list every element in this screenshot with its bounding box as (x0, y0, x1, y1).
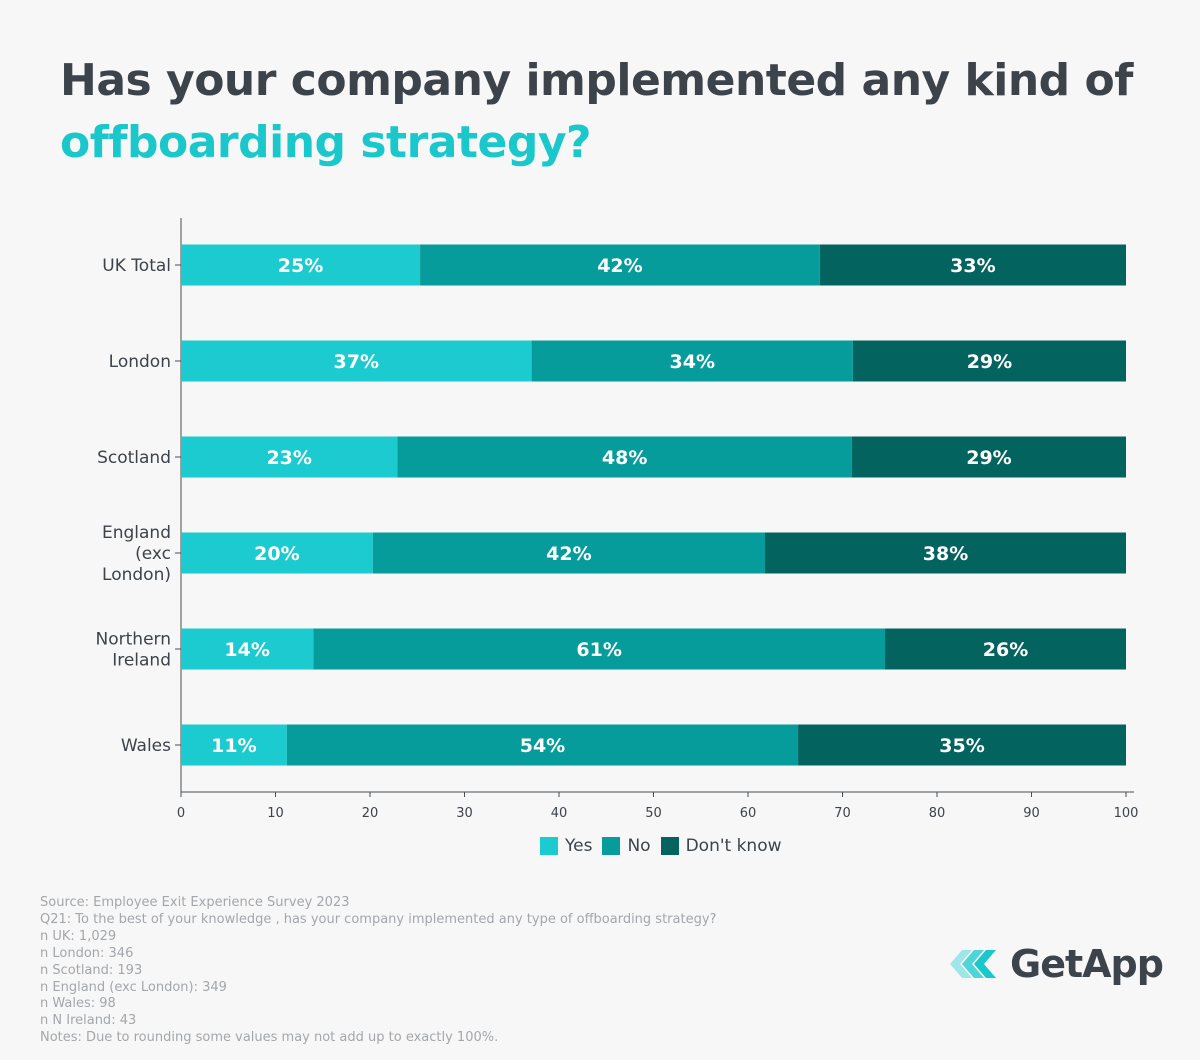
note-line: Notes: Due to rounding some values may n… (40, 1030, 499, 1046)
category-label-line: London) (102, 565, 171, 585)
x-tick-label: 20 (362, 806, 379, 821)
note-line: n N Ireland: 43 (40, 1013, 137, 1029)
category-label-line: Wales (121, 736, 171, 756)
bar-segment-yes (181, 340, 532, 382)
legend: Yes No Don't know (540, 836, 782, 856)
data-label-dont-know: 33% (950, 255, 995, 277)
category-label-line: Scotland (97, 448, 171, 468)
note-line: n Wales: 98 (40, 996, 116, 1012)
data-label-yes: 11% (211, 735, 256, 757)
legend-swatch-no (602, 837, 621, 855)
getapp-logo: GetApp (948, 942, 1164, 986)
bar-segment-dont-know (798, 724, 1126, 766)
bar-segment-dont-know (765, 532, 1126, 574)
bar-segment-dont-know (885, 628, 1126, 670)
legend-swatch-yes (540, 837, 558, 855)
category-label-line: (exc (135, 544, 171, 564)
category-label-line: London (109, 352, 171, 372)
category-label-line: England (102, 523, 171, 543)
data-label-yes: 23% (266, 447, 311, 469)
data-label-yes: 14% (224, 639, 269, 661)
category-label: Northern Ireland (96, 630, 171, 671)
bar-segment-yes (181, 436, 398, 478)
bar-segment-no (420, 244, 820, 286)
bar-segment-yes (181, 532, 373, 574)
category-label: Scotland (97, 448, 171, 468)
axes: 0 10 20 30 40 50 60 70 80 90 100 UK Total London Scot… (96, 218, 1139, 821)
category-label-line: Northern (96, 630, 171, 650)
x-tick-label: 10 (267, 806, 284, 821)
data-label-dont-know: 29% (967, 351, 1012, 373)
category-label: Wales (121, 736, 171, 756)
x-tick-label: 60 (740, 806, 757, 821)
data-label-yes: 37% (334, 351, 379, 373)
bar-segment-no (286, 724, 799, 766)
data-label-dont-know: 26% (983, 639, 1028, 661)
logo-text: GetApp (1010, 942, 1164, 986)
bar-segment-dont-know (851, 436, 1126, 478)
category-label: London (109, 352, 171, 372)
x-tick-label: 30 (456, 806, 473, 821)
bar-segment-no (531, 340, 853, 382)
category-label: England (exc London) (102, 523, 171, 585)
bar-segment-no (397, 436, 852, 478)
legend-label-dont-know: Don't know (685, 836, 782, 856)
note-line: Source: Employee Exit Experience Survey … (40, 895, 350, 910)
title-line-2: offboarding strategy? (60, 117, 592, 168)
data-label-dont-know: 38% (923, 543, 968, 565)
legend-label-no: No (627, 836, 651, 856)
bars: 25% 42% 33% 37% 34% 29% 23% 48% 29% 20% 42% 38% 14% 6… (181, 244, 1126, 766)
data-label-no: 48% (602, 447, 647, 469)
legend-item-no: No (602, 836, 651, 856)
legend-item-dont-know: Don't know (660, 836, 782, 856)
x-tick-label: 70 (834, 806, 851, 821)
chevrons-icon (950, 950, 996, 978)
chart-title: Has your company implemented any kind of… (60, 50, 1133, 174)
legend-item-yes: Yes (540, 836, 592, 856)
bar-segment-yes (181, 724, 287, 766)
bar-segment-dont-know (819, 244, 1126, 286)
chart: 0 10 20 30 40 50 60 70 80 90 100 UK Total London Scot… (96, 218, 1139, 821)
bar-segment-dont-know (852, 340, 1126, 382)
x-tick-label: 80 (929, 806, 946, 821)
source-notes: Source: Employee Exit Experience Survey … (40, 895, 716, 1047)
note-line: n London: 346 (40, 945, 134, 961)
data-label-yes: 25% (278, 255, 323, 277)
x-tick-label: 50 (645, 806, 662, 821)
title-line-1: Has your company implemented any kind of (60, 55, 1133, 106)
note-line: n Scotland: 193 (40, 962, 143, 978)
legend-label-yes: Yes (565, 836, 593, 856)
bar-segment-yes (181, 244, 421, 286)
data-label-no: 42% (597, 255, 642, 277)
category-label: UK Total (102, 256, 171, 276)
note-line: n England (exc London): 349 (40, 979, 227, 995)
bar-segment-no (313, 628, 886, 670)
bar-segment-no (372, 532, 766, 574)
category-label-line: Ireland (112, 651, 171, 671)
legend-swatch-dont-know (660, 837, 679, 855)
data-label-no: 54% (520, 735, 565, 757)
note-line: Q21: To the best of your knowledge , has… (40, 911, 717, 927)
x-tick-label: 90 (1023, 806, 1040, 821)
category-label-line: UK Total (102, 256, 171, 276)
data-label-no: 61% (576, 639, 621, 661)
data-label-no: 34% (670, 351, 715, 373)
data-label-dont-know: 35% (939, 735, 984, 757)
data-label-no: 42% (546, 543, 591, 565)
x-tick-label: 100 (1114, 806, 1139, 821)
data-label-dont-know: 29% (966, 447, 1011, 469)
x-tick-label: 0 (177, 806, 185, 821)
data-label-yes: 20% (254, 543, 299, 565)
note-line: n UK: 1,029 (40, 928, 117, 944)
bar-segment-yes (181, 628, 314, 670)
x-tick-label: 40 (551, 806, 568, 821)
